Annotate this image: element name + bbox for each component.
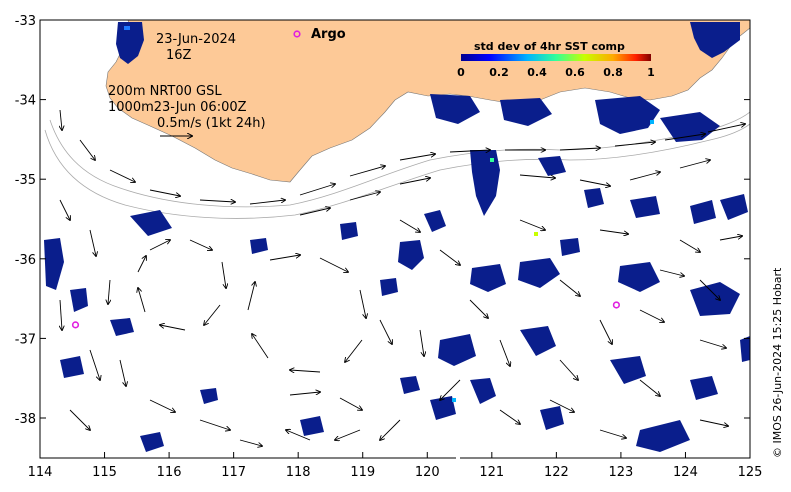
model-label: 200m NRT00 GSL bbox=[108, 84, 222, 99]
colorbar-tick-label: 0.6 bbox=[565, 66, 585, 79]
x-tick-label: 125 bbox=[738, 465, 763, 480]
colorbar-tick-label: 0.8 bbox=[603, 66, 623, 79]
sst-stddev-highlights bbox=[452, 120, 654, 402]
contour-1000m bbox=[44, 123, 750, 219]
colorbar-tick-label: 0 bbox=[457, 66, 465, 79]
colorbar-ticks: 0 0.2 0.4 0.6 0.8 1 bbox=[457, 66, 655, 79]
x-tick-label: 114 bbox=[28, 465, 53, 480]
colorbar-tick-label: 0.4 bbox=[527, 66, 547, 79]
y-tick-label: -33 bbox=[15, 14, 36, 29]
date-label: 23-Jun-2024 bbox=[156, 32, 236, 47]
x-tick-label: 124 bbox=[673, 465, 698, 480]
x-tick-label: 119 bbox=[350, 465, 375, 480]
y-axis-ticks: -33 -34 -35 -36 -37 -38 bbox=[15, 14, 750, 427]
argo-float-marker bbox=[71, 321, 80, 329]
x-tick-label: 116 bbox=[157, 465, 182, 480]
current-vectors bbox=[60, 109, 745, 446]
x-tick-label: 117 bbox=[221, 465, 246, 480]
y-tick-label: -35 bbox=[15, 173, 36, 188]
depth-time-label: 1000m23-Jun 06:00Z bbox=[108, 100, 247, 115]
colorbar-tick-label: 0.2 bbox=[489, 66, 509, 79]
x-tick-label: 122 bbox=[544, 465, 569, 480]
scale-label: 0.5m/s (1kt 24h) bbox=[157, 116, 266, 131]
x-tick-label: 115 bbox=[92, 465, 117, 480]
y-tick-label: -34 bbox=[15, 94, 36, 109]
time-label: 16Z bbox=[166, 48, 192, 63]
x-tick-label: 118 bbox=[286, 465, 311, 480]
colorbar-tick-label: 1 bbox=[647, 66, 655, 79]
argo-floats bbox=[71, 301, 620, 329]
y-tick-label: -36 bbox=[15, 253, 36, 268]
y-tick-label: -37 bbox=[15, 332, 36, 347]
x-axis-ticks: 114 115 116 117 118 119 120 121 122 123 124 125 bbox=[28, 452, 763, 480]
x-tick-label: 121 bbox=[479, 465, 504, 480]
argo-legend-label: Argo bbox=[311, 27, 346, 42]
argo-float-marker bbox=[612, 301, 620, 309]
colorbar-title: std dev of 4hr SST comp bbox=[474, 40, 625, 53]
y-tick-label: -38 bbox=[15, 412, 36, 427]
credit-label: © IMOS 26-Jun-2024 15:25 Hobart bbox=[771, 267, 784, 458]
x-tick-label: 120 bbox=[415, 465, 440, 480]
colorbar bbox=[461, 54, 651, 61]
plot-frame bbox=[39, 19, 751, 459]
argo-legend-marker bbox=[293, 30, 301, 38]
contour-200m bbox=[49, 111, 750, 208]
x-tick-label: 123 bbox=[608, 465, 633, 480]
